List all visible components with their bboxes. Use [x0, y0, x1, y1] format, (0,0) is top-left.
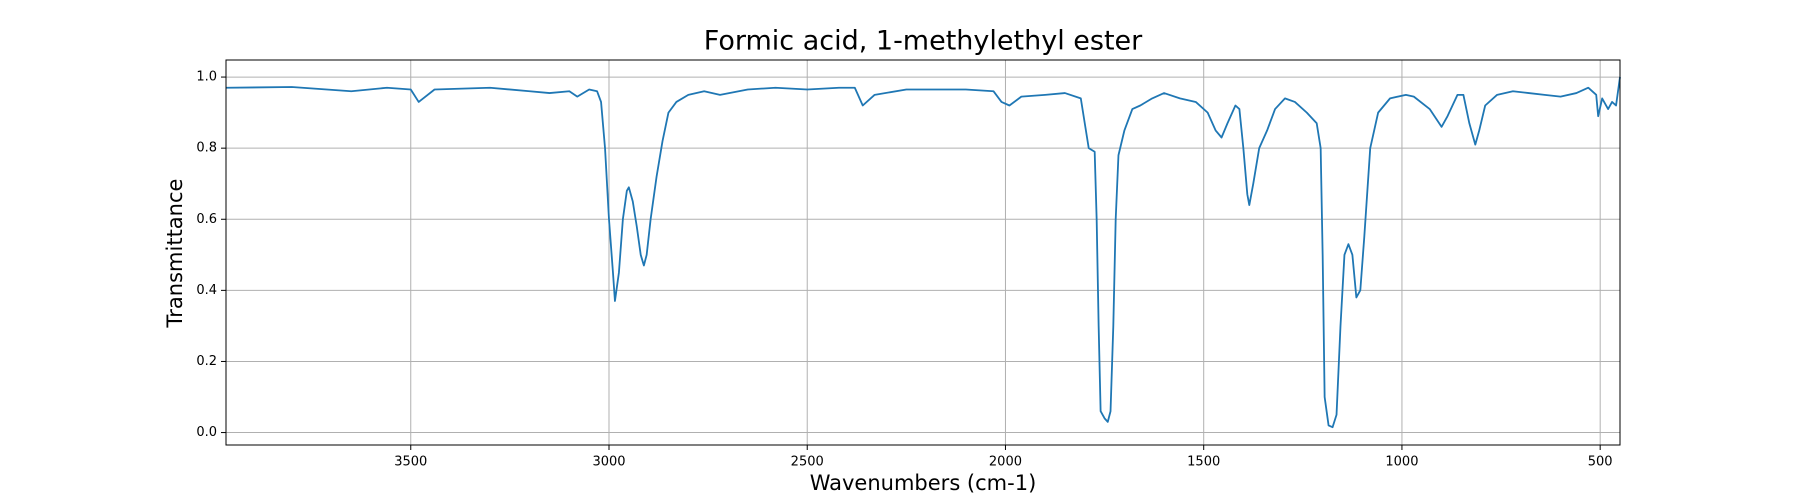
y-tick-label: 0.6: [196, 212, 217, 227]
x-axis-label: Wavenumbers (cm-1): [810, 471, 1037, 495]
y-tick-label: 0.2: [196, 354, 217, 369]
y-tick-label: 0.4: [196, 283, 217, 298]
x-tick-label: 3000: [592, 455, 625, 470]
x-tick-label: 1000: [1385, 455, 1418, 470]
y-tick-label: 1.0: [196, 70, 217, 85]
spectrum-line: [226, 76, 1621, 429]
x-tick-label: 3500: [394, 455, 427, 470]
x-tick-label: 2500: [791, 455, 824, 470]
plot-frame: [225, 59, 1621, 446]
chart-title: Formic acid, 1-methylethyl ester: [704, 26, 1143, 57]
y-tick-label: 0.0: [196, 425, 217, 440]
x-tick-label: 1500: [1187, 455, 1220, 470]
y-tick-label: 0.8: [196, 141, 217, 156]
x-tick-label: 500: [1588, 455, 1613, 470]
x-tick-label: 2000: [989, 455, 1022, 470]
y-axis-label: Transmittance: [163, 179, 187, 329]
